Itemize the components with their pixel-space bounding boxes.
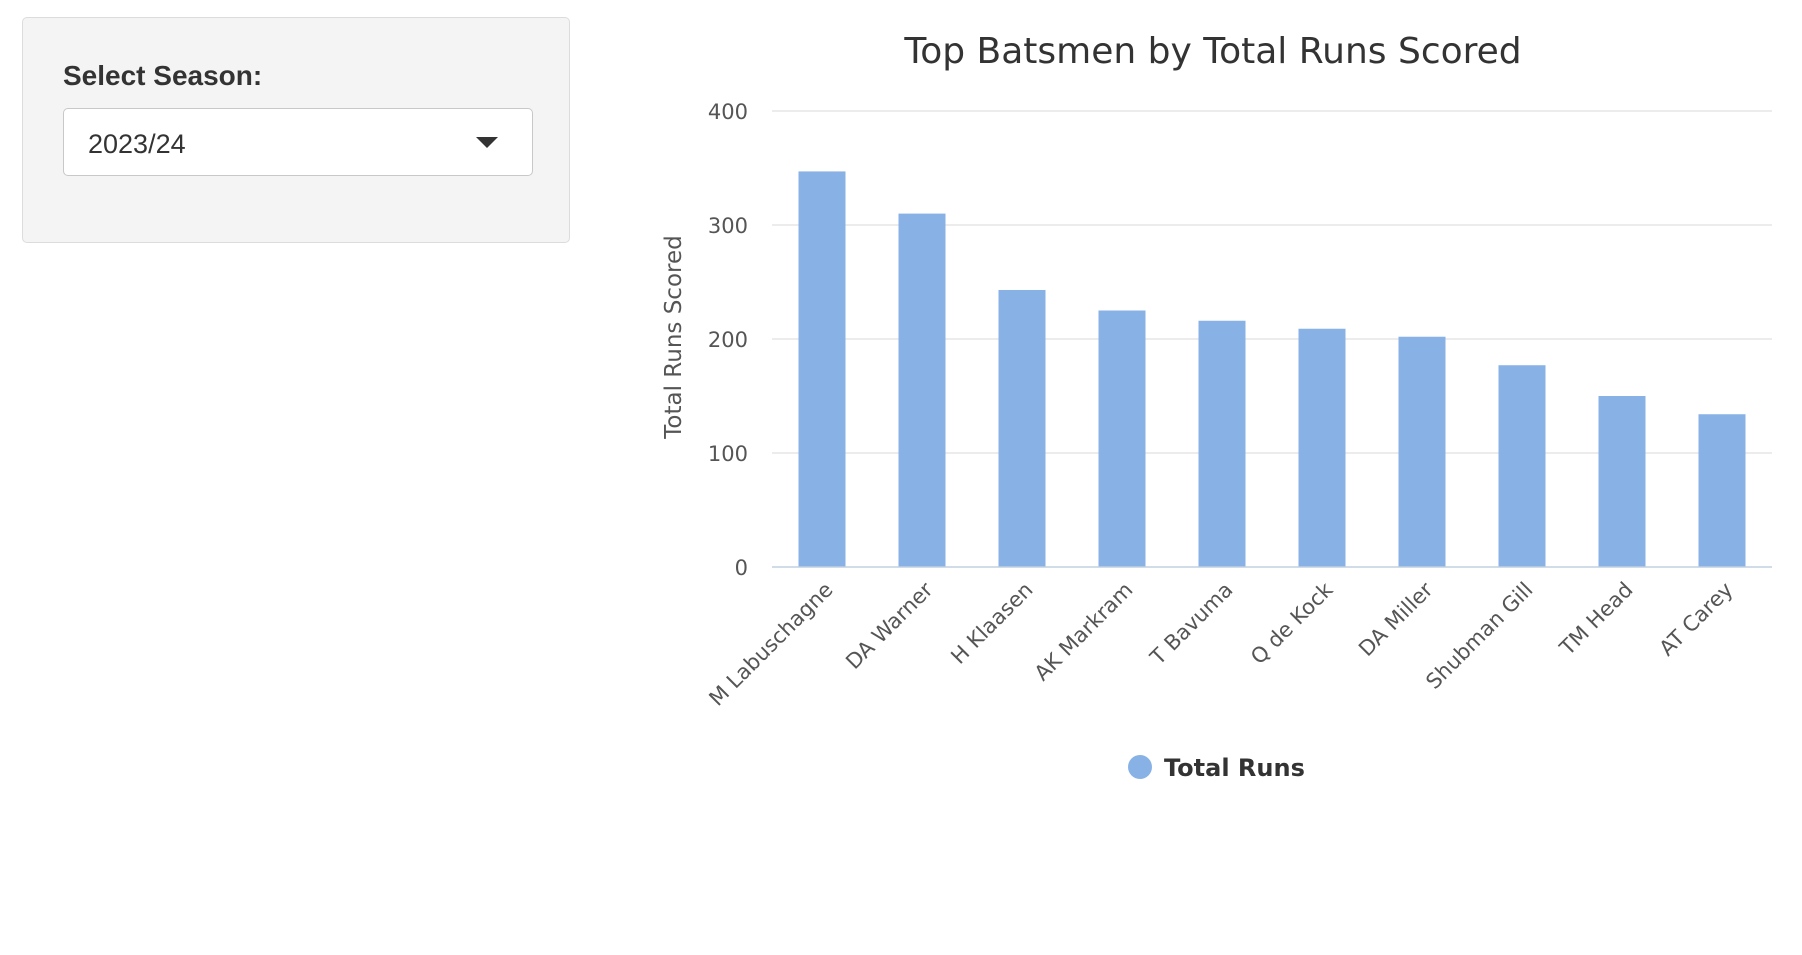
x-tick-label: AT Carey	[1655, 578, 1738, 661]
season-select[interactable]: 2023/24	[63, 108, 533, 176]
chart-container: Top Batsmen by Total Runs Scored 0 100 200…	[640, 0, 1802, 950]
legend-marker-icon	[1128, 755, 1152, 779]
legend-label: Total Runs	[1164, 754, 1305, 782]
x-tick-label: DA Miller	[1354, 577, 1438, 661]
legend[interactable]: Total Runs	[1128, 754, 1305, 782]
x-tick-label: AK Markram	[1030, 578, 1138, 686]
season-select-value: 2023/24	[88, 129, 186, 159]
bar[interactable]	[1498, 365, 1546, 567]
x-tick-label: M Labuschagne	[704, 578, 837, 711]
select-season-label: Select Season:	[63, 60, 263, 91]
chevron-down-icon	[476, 137, 498, 148]
chart-title: Top Batsmen by Total Runs Scored	[903, 31, 1521, 72]
bar[interactable]	[1098, 310, 1146, 568]
bar[interactable]	[1198, 320, 1246, 567]
y-tick-label: 300	[708, 214, 748, 238]
y-tick-label: 0	[735, 556, 748, 580]
bar[interactable]	[1598, 396, 1646, 567]
x-tick-label: H Klaasen	[946, 578, 1037, 669]
bar[interactable]	[1298, 328, 1346, 567]
y-axis-ticks: 0 100 200 300 400	[708, 100, 748, 580]
y-tick-label: 100	[708, 442, 748, 466]
x-tick-label: T Bavuma	[1145, 578, 1238, 671]
x-tick-label: Q de Kock	[1246, 577, 1338, 669]
bars	[798, 171, 1746, 568]
y-tick-label: 400	[708, 100, 748, 124]
y-tick-label: 200	[708, 328, 748, 352]
x-tick-label: DA Warner	[841, 577, 938, 674]
x-tick-label: TM Head	[1554, 578, 1637, 661]
sidebar-panel: Select Season: 2023/24	[22, 17, 570, 243]
y-axis-label: Total Runs Scored	[661, 235, 687, 439]
bar[interactable]	[798, 171, 846, 568]
bar[interactable]	[1698, 414, 1746, 567]
bar[interactable]	[998, 289, 1046, 567]
bar[interactable]	[1398, 336, 1446, 567]
bar[interactable]	[898, 213, 946, 567]
x-tick-label: Shubman Gill	[1421, 578, 1537, 694]
bar-chart: Top Batsmen by Total Runs Scored 0 100 200…	[661, 31, 1772, 782]
